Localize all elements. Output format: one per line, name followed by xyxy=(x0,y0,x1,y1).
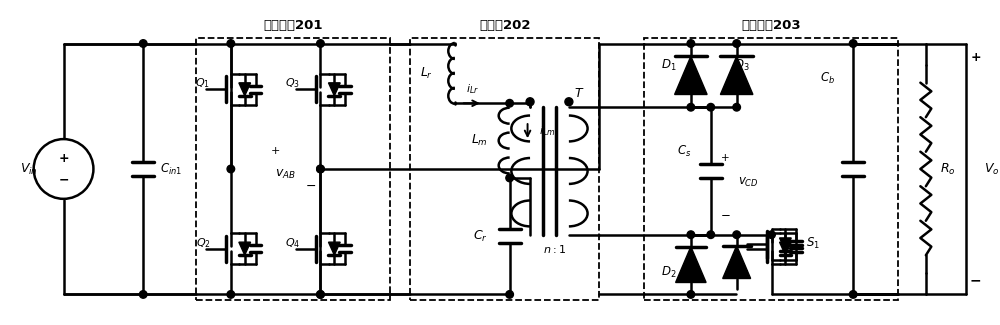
Text: $C_s$: $C_s$ xyxy=(677,144,691,159)
Text: +: + xyxy=(58,151,69,164)
Circle shape xyxy=(227,291,235,298)
Circle shape xyxy=(565,98,573,106)
Text: $C_{in1}$: $C_{in1}$ xyxy=(160,162,182,176)
Circle shape xyxy=(506,99,513,107)
Text: $L_r$: $L_r$ xyxy=(420,66,433,81)
Text: $V_{in}$: $V_{in}$ xyxy=(20,162,38,176)
Text: 整流电路203: 整流电路203 xyxy=(741,19,801,32)
Circle shape xyxy=(227,40,235,47)
Circle shape xyxy=(707,103,715,111)
Circle shape xyxy=(733,103,740,111)
Text: −: − xyxy=(305,180,316,193)
Circle shape xyxy=(139,291,147,298)
Circle shape xyxy=(687,291,695,298)
Circle shape xyxy=(687,231,695,239)
Circle shape xyxy=(317,291,324,298)
Text: 谐振腔202: 谐振腔202 xyxy=(479,19,530,32)
Polygon shape xyxy=(328,242,340,255)
Circle shape xyxy=(317,165,324,173)
Text: $v_{AB}$: $v_{AB}$ xyxy=(275,167,296,180)
Text: +: + xyxy=(970,51,981,64)
Text: $Q_2$: $Q_2$ xyxy=(196,236,210,250)
Text: $C_r$: $C_r$ xyxy=(473,228,488,244)
Polygon shape xyxy=(676,247,706,282)
Circle shape xyxy=(526,98,534,106)
Text: $n{:}1$: $n{:}1$ xyxy=(543,243,566,254)
Circle shape xyxy=(506,174,513,182)
Text: $V_o$: $V_o$ xyxy=(984,162,999,176)
Text: −: − xyxy=(58,174,69,187)
Polygon shape xyxy=(239,83,251,96)
Circle shape xyxy=(849,291,857,298)
Text: $v_{CD}$: $v_{CD}$ xyxy=(738,176,759,189)
Circle shape xyxy=(687,103,695,111)
Text: $L_m$: $L_m$ xyxy=(471,133,488,148)
Circle shape xyxy=(139,40,147,47)
Bar xyxy=(644,37,898,300)
Polygon shape xyxy=(780,242,791,255)
Text: $Q_1$: $Q_1$ xyxy=(195,76,210,90)
Text: −: − xyxy=(721,209,731,222)
Polygon shape xyxy=(239,242,251,255)
Circle shape xyxy=(768,231,775,239)
Text: 逆变电路201: 逆变电路201 xyxy=(263,19,323,32)
Text: $D_2$: $D_2$ xyxy=(661,265,677,280)
Circle shape xyxy=(687,40,695,47)
Text: $R_o$: $R_o$ xyxy=(940,162,956,176)
Polygon shape xyxy=(723,246,751,279)
Text: $T$: $T$ xyxy=(574,87,585,100)
Circle shape xyxy=(317,291,324,298)
Circle shape xyxy=(506,291,513,298)
Bar xyxy=(410,37,599,300)
Circle shape xyxy=(733,231,740,239)
Circle shape xyxy=(317,40,324,47)
Polygon shape xyxy=(675,56,707,95)
Text: +: + xyxy=(271,146,280,156)
Polygon shape xyxy=(328,83,340,96)
Text: +: + xyxy=(721,153,730,163)
Text: −: − xyxy=(970,274,981,288)
Text: $S_1$: $S_1$ xyxy=(806,236,820,251)
Circle shape xyxy=(849,40,857,47)
Text: $i_{Lr}$: $i_{Lr}$ xyxy=(466,83,479,96)
Text: $D_3$: $D_3$ xyxy=(734,58,749,73)
Circle shape xyxy=(707,231,715,239)
Bar xyxy=(196,37,390,300)
Circle shape xyxy=(227,165,235,173)
Circle shape xyxy=(733,40,740,47)
Text: $Q_4$: $Q_4$ xyxy=(285,236,300,250)
Circle shape xyxy=(317,165,324,173)
Text: $C_b$: $C_b$ xyxy=(820,71,835,86)
Text: $D_1$: $D_1$ xyxy=(661,58,677,73)
Text: $D_4$: $D_4$ xyxy=(734,265,750,280)
Polygon shape xyxy=(780,238,791,251)
Polygon shape xyxy=(720,56,753,95)
Text: $Q_3$: $Q_3$ xyxy=(285,76,300,90)
Text: $i_{Lm}$: $i_{Lm}$ xyxy=(539,124,556,138)
